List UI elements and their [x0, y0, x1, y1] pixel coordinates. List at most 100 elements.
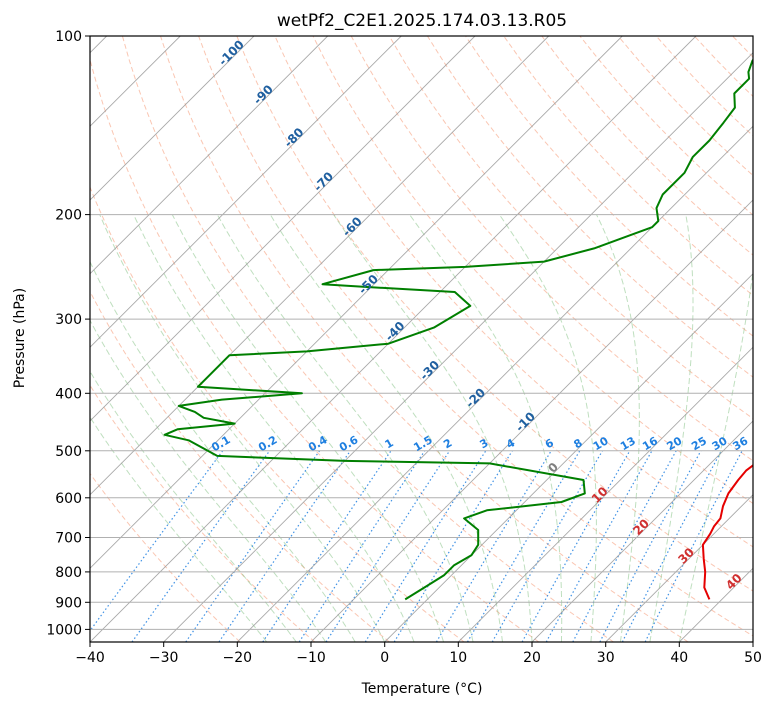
- x-tick-label: −40: [75, 650, 105, 666]
- mixing-ratio-label: 4: [504, 436, 517, 451]
- isotherm: [90, 36, 402, 348]
- y-tick-label: 800: [55, 565, 82, 581]
- dry-adiabat: [90, 57, 540, 642]
- dry-adiabat: [693, 36, 753, 98]
- isotherm: [90, 36, 329, 275]
- x-tick-label: −10: [296, 650, 326, 666]
- isotherm: [90, 36, 550, 496]
- moist-adiabat: [90, 370, 297, 642]
- x-axis: −40 −30 −20 −10 0 10 20 30 40 50: [75, 642, 762, 666]
- x-axis-label: Temperature (°C): [361, 681, 483, 697]
- isotherm: [678, 567, 753, 642]
- temperature-line: [701, 464, 753, 600]
- x-tick-label: 10: [449, 650, 467, 666]
- y-tick-label: 100: [55, 29, 82, 45]
- y-axis: 100 200 300 400 500 600 700 800 900 1000: [46, 29, 90, 638]
- line-labels: 0.1 0.2 0.4 0.6 1 1.5 2 3 4 6 8 10 13 16 20 25 30 36-100-…: [209, 37, 750, 592]
- dry-adiabat: [503, 36, 753, 296]
- isotherm: [236, 125, 753, 642]
- mixing-ratio-line: [131, 450, 271, 642]
- mixing-ratio-line: [90, 450, 224, 632]
- pressure-grid: [90, 36, 753, 630]
- isotherm: [605, 494, 753, 642]
- moist-adiabat: [649, 214, 694, 642]
- x-tick-label: 30: [597, 650, 615, 666]
- isotherm: [457, 346, 753, 642]
- mixing-ratio-line: [298, 450, 426, 642]
- dry-adiabat: [388, 36, 753, 420]
- moist-adiabat: [171, 214, 445, 642]
- dry-adiabat: [90, 472, 241, 642]
- dry-adiabat: [90, 185, 465, 642]
- x-tick-label: −20: [223, 650, 253, 666]
- isotherm-label: -80: [281, 125, 306, 150]
- moist-adiabat: [90, 319, 327, 642]
- moist-adiabat: [216, 214, 474, 642]
- mixing-ratio-line: [572, 450, 677, 642]
- isotherm: [90, 36, 255, 201]
- dry-adiabat: [160, 36, 689, 642]
- dewpoint-line: [163, 58, 753, 601]
- x-tick-label: 40: [670, 650, 688, 666]
- mixing-ratio-line: [325, 450, 451, 642]
- x-tick-label: −30: [149, 650, 179, 666]
- isotherm-label: -20: [463, 385, 488, 410]
- mixing-ratio-line: [644, 450, 743, 642]
- mixing-ratio-line: [218, 450, 351, 642]
- mixing-ratio-label: 6: [543, 436, 556, 451]
- mixing-ratio-line: [599, 450, 702, 642]
- x-tick-label: 0: [380, 650, 389, 666]
- y-tick-label: 1000: [46, 622, 82, 638]
- isotherm: [163, 52, 753, 642]
- isotherm: [90, 36, 476, 422]
- dry-adiabat: [350, 36, 753, 462]
- y-tick-label: 200: [55, 208, 82, 224]
- dry-adiabat: [771, 36, 775, 642]
- dry-adiabat: [465, 36, 753, 337]
- dry-adiabat: [655, 36, 753, 137]
- isotherm: [752, 641, 753, 642]
- y-tick-label: 900: [55, 595, 82, 611]
- mixing-ratio-line: [521, 450, 631, 642]
- isotherm-label: -60: [340, 214, 365, 239]
- isotherm-label: 20: [630, 516, 652, 538]
- profiles: [163, 58, 753, 601]
- x-tick-label: 50: [744, 650, 762, 666]
- dry-adiabat: [90, 290, 390, 642]
- dry-adiabat: [579, 36, 753, 216]
- isotherm-label: -70: [311, 169, 336, 194]
- mixing-ratio-line: [364, 450, 487, 642]
- mixing-ratio-line: [262, 450, 392, 642]
- isotherm-label: -40: [382, 319, 407, 344]
- isotherm-label: 10: [589, 484, 611, 506]
- mixing-ratio-line: [435, 450, 552, 642]
- dry-adiabat: [274, 36, 753, 548]
- moist-adiabat: [133, 214, 415, 642]
- isotherm-label: -90: [251, 82, 276, 107]
- moist-adiabat: [269, 214, 503, 642]
- isotherm: [90, 36, 697, 642]
- isotherm: [310, 199, 753, 642]
- moist-adiabat: [498, 214, 597, 642]
- y-tick-label: 700: [55, 531, 82, 547]
- y-tick-label: 300: [55, 312, 82, 328]
- dry-adiabat: [121, 36, 614, 642]
- dry-adiabat: [426, 36, 753, 378]
- chart-title: wetPf2_C2E1.2025.174.03.13.R05: [277, 11, 567, 31]
- y-tick-label: 500: [55, 444, 82, 460]
- mixing-ratio-line: [545, 450, 653, 642]
- moist-adiabat: [596, 214, 640, 642]
- dry-adiabat: [90, 384, 316, 642]
- isotherm-label: -100: [216, 37, 247, 68]
- y-tick-label: 400: [55, 386, 82, 402]
- dry-adiabat: [236, 36, 753, 592]
- y-tick-label: 600: [55, 491, 82, 507]
- moist-adiabat: [409, 214, 563, 642]
- isotherm: [384, 273, 753, 642]
- dry-adiabat: [732, 36, 753, 58]
- mixing-ratio-label: 2: [441, 436, 454, 451]
- y-axis-label: Pressure (hPa): [12, 288, 28, 388]
- isotherm: [531, 420, 753, 642]
- moist-adiabat: [678, 267, 753, 642]
- isotherm-label: 30: [675, 545, 697, 567]
